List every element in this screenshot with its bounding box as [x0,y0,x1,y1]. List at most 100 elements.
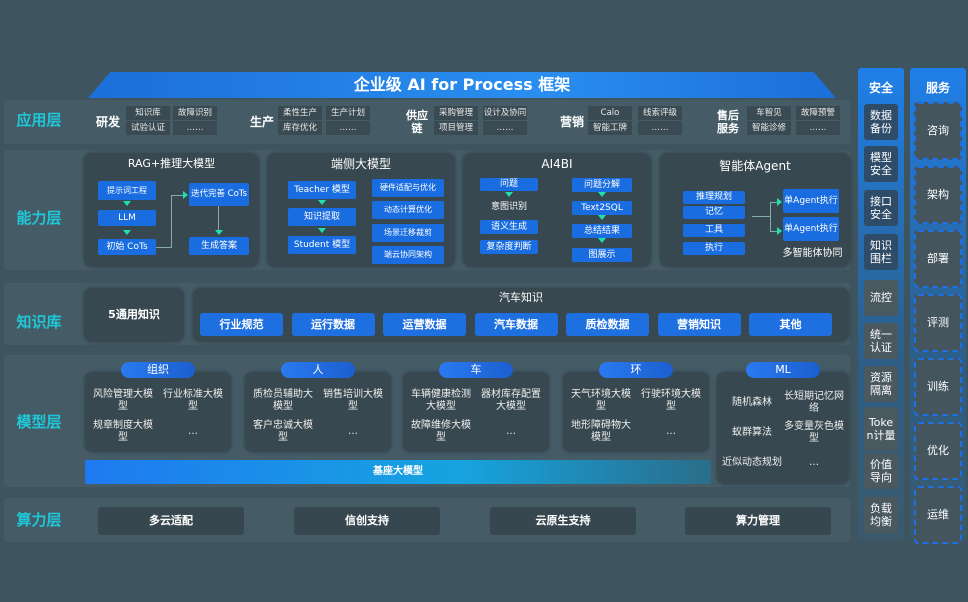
service-item[interactable]: 部署 [914,230,962,288]
app-item[interactable]: 设计及协同 [483,106,527,120]
agent-exec: 单Agent执行 [783,217,839,241]
edge-model-step: 知识提取 [288,208,356,226]
model-item: 器材库存配置大模型 [481,389,541,412]
compute-item: 信创支持 [294,507,440,535]
app-item[interactable]: …… [638,121,682,135]
app-item[interactable]: 生产计划 [326,106,370,120]
app-group-label: 供应链 [406,108,428,135]
agent-exec: 单Agent执行 [783,189,839,213]
security-item: 数据备份 [864,104,898,140]
knowledge-item[interactable]: 其他 [749,313,832,336]
ml-item: 随机森林 [732,397,772,408]
model-group-panel [403,372,549,452]
auto-knowledge-title: 汽车知识 [499,291,543,305]
app-item[interactable]: …… [483,121,527,135]
model-item: 行驶环境大模型 [641,389,701,412]
model-item: 质检员辅助大模型 [253,389,313,412]
knowledge-item[interactable]: 运营数据 [383,313,466,336]
knowledge-item[interactable]: 运行数据 [291,313,375,336]
model-group-panel [85,372,231,452]
service-item[interactable]: 优化 [914,422,962,480]
compute-item: 多云适配 [98,507,244,535]
arrow-down-icon [505,192,513,197]
rag-step: 初始 CoTs [98,239,156,255]
service-item[interactable]: 架构 [914,166,962,224]
ml-pill: ML [746,362,820,378]
app-item[interactable]: 线索评级 [638,106,682,120]
app-item[interactable]: 采购管理 [434,106,478,120]
rag-step: LLM [98,210,156,226]
agent-capability: 记忆 [683,206,745,219]
app-item[interactable]: Calo [588,106,632,120]
model-item: 销售培训大模型 [323,389,383,412]
security-item: 统一认证 [864,323,898,359]
edge-model-step: Teacher 模型 [288,181,356,199]
model-group-panel [245,372,391,452]
model-item: 规章制度大模型 [93,420,153,443]
service-item[interactable]: 评测 [914,294,962,352]
ai4bi-step: Text2SQL [572,201,632,215]
base-model-bar: 基座大模型 [85,460,711,484]
ml-item: 近似动态规划 [722,457,782,468]
app-item[interactable]: 智能工牌 [588,121,632,135]
app-item[interactable]: 试验认证 [126,121,170,135]
edge-feature: 动态计算优化 [372,201,444,219]
app-item[interactable]: 故障预警 [796,106,840,120]
edge-model-step: Student 模型 [288,236,356,254]
service-item[interactable]: 运维 [914,486,962,544]
knowledge-item[interactable]: 行业规范 [200,313,283,336]
ai4bi-title: AI4BI [541,156,573,171]
ai4bi-step: 意图识别 [490,201,527,212]
rag-step: 生成答案 [189,237,249,255]
edge-title: 端侧大模型 [330,156,391,171]
service-item[interactable]: 训练 [914,358,962,416]
edge-feature: 硬件适配与优化 [372,179,444,197]
model-item: 风险管理大模型 [93,389,153,412]
security-item: Token计量 [864,407,898,451]
ai4bi-step: 总结结果 [572,224,632,238]
agent-title: 智能体Agent [719,158,791,173]
service-item[interactable]: 咨询 [914,102,962,160]
app-item[interactable]: 故障识别 [173,106,217,120]
layer-label: 模型层 [16,413,62,431]
model-item: 故障维修大模型 [411,420,471,443]
app-group-label: 生产 [249,114,274,129]
model-group-panel [563,372,709,452]
edge-feature: 场景迁移裁剪 [372,224,444,242]
app-item[interactable]: 库存优化 [278,121,322,135]
layer-label: 能力层 [16,209,62,227]
app-item[interactable]: …… [173,121,217,135]
model-item: … [666,426,676,437]
general-knowledge: 5通用知识 [108,308,160,322]
app-item[interactable]: 智能诊修 [747,121,791,135]
app-item[interactable]: 车智见 [747,106,791,120]
app-item[interactable]: …… [796,121,840,135]
knowledge-item[interactable]: 营销知识 [657,313,741,336]
connector [770,231,778,232]
security-item: 资源隔离 [864,366,898,402]
arrow-right-icon [777,227,782,235]
service-title: 服务 [925,80,950,95]
security-item: 价值导向 [864,453,898,489]
knowledge-item[interactable]: 汽车数据 [474,313,558,336]
agent-capability: 推理规划 [683,191,745,204]
rag-title: RAG+推理大模型 [127,157,216,171]
model-group-pill: 组织 [121,362,195,378]
agent-footer: 多智能体协同 [782,248,843,259]
knowledge-item[interactable]: 质检数据 [566,313,649,336]
security-item: 负载均衡 [864,497,898,533]
model-item: … [506,426,516,437]
app-item[interactable]: …… [326,121,370,135]
model-group-pill: 环 [599,362,673,378]
arrow-down-icon [215,230,223,235]
app-item[interactable]: 项目管理 [434,121,478,135]
compute-item: 云原生支持 [490,507,636,535]
model-item: 天气环境大模型 [571,389,631,412]
app-item[interactable]: 知识库 [126,106,170,120]
security-item: 知识围栏 [864,234,898,270]
app-item[interactable]: 柔性生产 [278,106,322,120]
model-group-pill: 人 [281,362,355,378]
arrow-down-icon [123,201,131,206]
model-item: 车辆健康检测大模型 [411,389,471,412]
model-group-pill: 车 [439,362,513,378]
